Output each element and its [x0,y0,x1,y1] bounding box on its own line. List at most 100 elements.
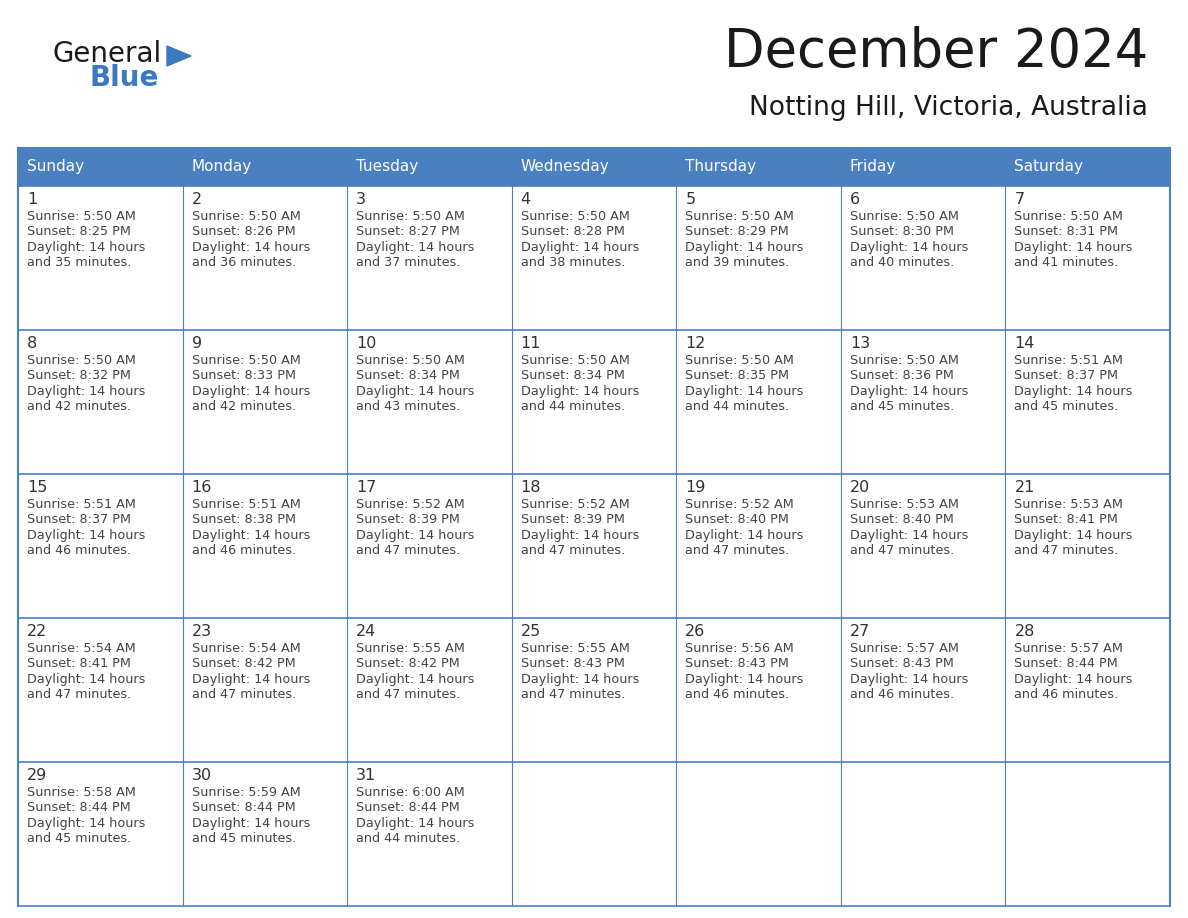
Text: 31: 31 [356,767,377,782]
Text: Sunset: 8:34 PM: Sunset: 8:34 PM [520,369,625,382]
Text: and 46 minutes.: and 46 minutes. [1015,688,1119,701]
Text: Daylight: 14 hours: Daylight: 14 hours [685,241,803,253]
Text: Daylight: 14 hours: Daylight: 14 hours [1015,385,1133,397]
Text: Sunrise: 5:50 AM: Sunrise: 5:50 AM [1015,209,1124,222]
Text: and 45 minutes.: and 45 minutes. [1015,400,1119,413]
Text: Sunrise: 5:50 AM: Sunrise: 5:50 AM [191,209,301,222]
Text: and 36 minutes.: and 36 minutes. [191,256,296,269]
Text: and 39 minutes.: and 39 minutes. [685,256,790,269]
Text: Sunset: 8:29 PM: Sunset: 8:29 PM [685,225,789,238]
Text: 4: 4 [520,192,531,207]
Text: Sunrise: 5:51 AM: Sunrise: 5:51 AM [27,498,135,510]
Text: Sunrise: 5:50 AM: Sunrise: 5:50 AM [685,209,794,222]
Text: and 45 minutes.: and 45 minutes. [849,400,954,413]
Text: Sunrise: 5:54 AM: Sunrise: 5:54 AM [191,642,301,655]
Text: and 42 minutes.: and 42 minutes. [191,400,296,413]
Text: Daylight: 14 hours: Daylight: 14 hours [849,673,968,686]
Text: Sunset: 8:44 PM: Sunset: 8:44 PM [1015,657,1118,670]
Text: 13: 13 [849,335,870,351]
Text: Sunrise: 5:52 AM: Sunrise: 5:52 AM [356,498,465,510]
Text: Sunrise: 5:57 AM: Sunrise: 5:57 AM [1015,642,1124,655]
Text: 6: 6 [849,192,860,207]
Text: Sunday: Sunday [27,160,84,174]
Text: 1: 1 [27,192,37,207]
Text: and 46 minutes.: and 46 minutes. [849,688,954,701]
Text: Sunrise: 5:50 AM: Sunrise: 5:50 AM [191,353,301,366]
Text: Daylight: 14 hours: Daylight: 14 hours [685,673,803,686]
Text: Daylight: 14 hours: Daylight: 14 hours [191,673,310,686]
Text: Sunset: 8:44 PM: Sunset: 8:44 PM [191,801,296,814]
Text: Sunset: 8:41 PM: Sunset: 8:41 PM [1015,513,1118,526]
Text: Thursday: Thursday [685,160,757,174]
Bar [841,148,1005,186]
Text: and 37 minutes.: and 37 minutes. [356,256,461,269]
Text: Sunset: 8:41 PM: Sunset: 8:41 PM [27,657,131,670]
Text: and 47 minutes.: and 47 minutes. [356,688,461,701]
Text: Wednesday: Wednesday [520,160,609,174]
Text: Daylight: 14 hours: Daylight: 14 hours [849,385,968,397]
Text: 22: 22 [27,623,48,639]
Text: and 47 minutes.: and 47 minutes. [27,688,131,701]
Text: Daylight: 14 hours: Daylight: 14 hours [356,673,474,686]
Text: Sunrise: 5:53 AM: Sunrise: 5:53 AM [849,498,959,510]
Text: Notting Hill, Victoria, Australia: Notting Hill, Victoria, Australia [750,95,1148,121]
Text: Sunset: 8:39 PM: Sunset: 8:39 PM [520,513,625,526]
Text: Sunrise: 5:50 AM: Sunrise: 5:50 AM [356,353,465,366]
Text: 16: 16 [191,479,211,495]
Text: Sunset: 8:26 PM: Sunset: 8:26 PM [191,225,296,238]
Text: 20: 20 [849,479,870,495]
Text: 14: 14 [1015,335,1035,351]
Text: Sunrise: 5:50 AM: Sunrise: 5:50 AM [27,209,135,222]
Polygon shape [168,46,191,66]
Text: Sunrise: 5:55 AM: Sunrise: 5:55 AM [520,642,630,655]
Text: Sunset: 8:40 PM: Sunset: 8:40 PM [685,513,789,526]
Text: Sunrise: 5:59 AM: Sunrise: 5:59 AM [191,786,301,799]
Bar [347,148,512,186]
Text: Daylight: 14 hours: Daylight: 14 hours [520,673,639,686]
Text: 25: 25 [520,623,541,639]
Text: 24: 24 [356,623,377,639]
Text: Friday: Friday [849,160,896,174]
Text: and 46 minutes.: and 46 minutes. [191,544,296,557]
Text: Sunrise: 5:50 AM: Sunrise: 5:50 AM [356,209,465,222]
Text: and 38 minutes.: and 38 minutes. [520,256,625,269]
Text: Daylight: 14 hours: Daylight: 14 hours [1015,673,1133,686]
Text: and 41 minutes.: and 41 minutes. [1015,256,1119,269]
Text: Daylight: 14 hours: Daylight: 14 hours [520,241,639,253]
Bar [183,148,347,186]
Text: Sunrise: 5:50 AM: Sunrise: 5:50 AM [849,353,959,366]
Text: 5: 5 [685,192,695,207]
Text: Daylight: 14 hours: Daylight: 14 hours [685,529,803,542]
Text: December 2024: December 2024 [723,26,1148,78]
Text: 17: 17 [356,479,377,495]
Text: Saturday: Saturday [1015,160,1083,174]
Text: Daylight: 14 hours: Daylight: 14 hours [685,385,803,397]
Text: and 44 minutes.: and 44 minutes. [685,400,789,413]
Text: Sunrise: 5:58 AM: Sunrise: 5:58 AM [27,786,135,799]
Text: Sunset: 8:44 PM: Sunset: 8:44 PM [356,801,460,814]
Text: Sunrise: 5:55 AM: Sunrise: 5:55 AM [356,642,465,655]
Text: Daylight: 14 hours: Daylight: 14 hours [191,529,310,542]
Text: 10: 10 [356,335,377,351]
Text: Daylight: 14 hours: Daylight: 14 hours [1015,241,1133,253]
Text: Sunset: 8:44 PM: Sunset: 8:44 PM [27,801,131,814]
Text: Sunset: 8:30 PM: Sunset: 8:30 PM [849,225,954,238]
Text: and 43 minutes.: and 43 minutes. [356,400,461,413]
Text: and 47 minutes.: and 47 minutes. [191,688,296,701]
Text: Sunset: 8:32 PM: Sunset: 8:32 PM [27,369,131,382]
Text: Sunset: 8:34 PM: Sunset: 8:34 PM [356,369,460,382]
Text: 7: 7 [1015,192,1024,207]
Text: Sunset: 8:25 PM: Sunset: 8:25 PM [27,225,131,238]
Text: Daylight: 14 hours: Daylight: 14 hours [191,385,310,397]
Text: and 45 minutes.: and 45 minutes. [27,832,131,845]
Text: Sunset: 8:43 PM: Sunset: 8:43 PM [849,657,954,670]
Text: Sunrise: 5:51 AM: Sunrise: 5:51 AM [191,498,301,510]
Bar [512,148,676,186]
Text: 26: 26 [685,623,706,639]
Text: Sunrise: 5:52 AM: Sunrise: 5:52 AM [520,498,630,510]
Text: 19: 19 [685,479,706,495]
Bar [18,148,183,186]
Text: 23: 23 [191,623,211,639]
Text: Sunset: 8:31 PM: Sunset: 8:31 PM [1015,225,1118,238]
Text: and 47 minutes.: and 47 minutes. [849,544,954,557]
